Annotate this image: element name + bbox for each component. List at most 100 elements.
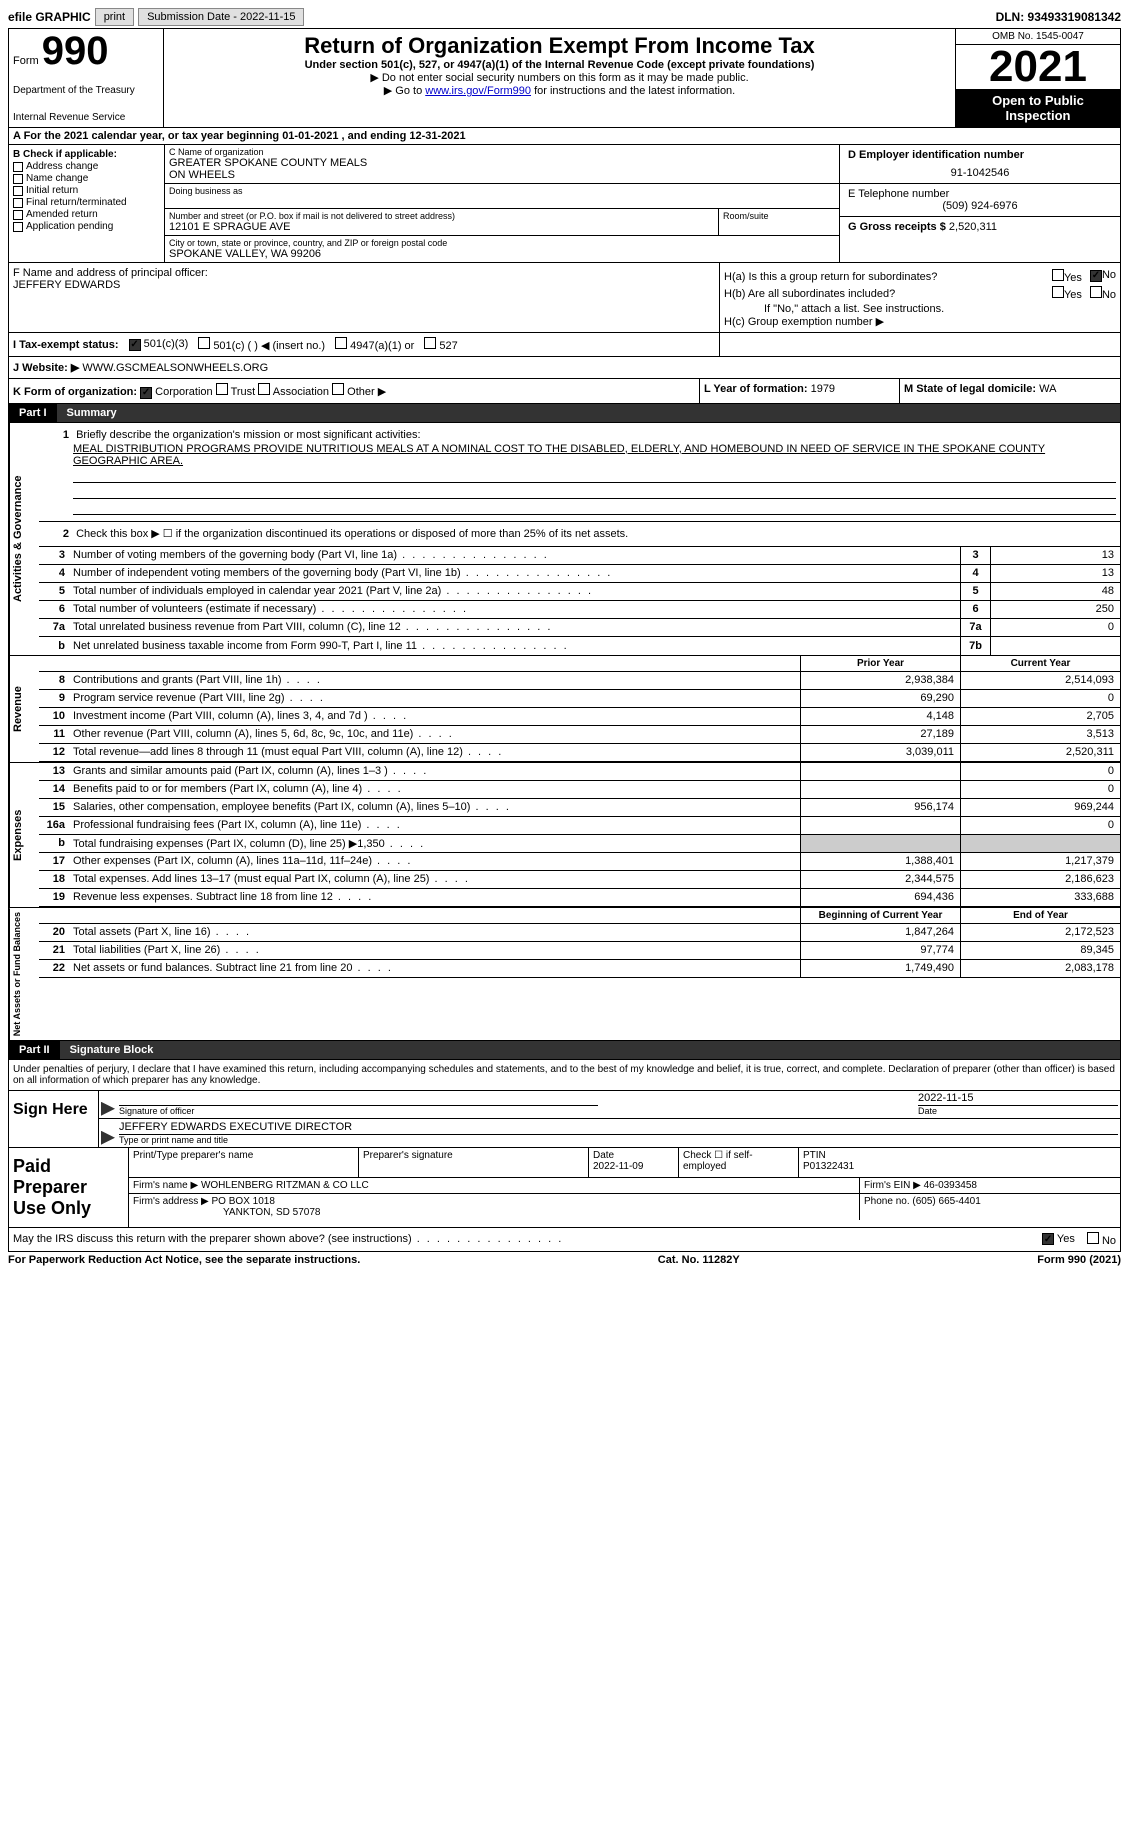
summary-row: 8 Contributions and grants (Part VIII, l… <box>39 672 1120 690</box>
phone-value: (509) 924-6976 <box>848 200 1112 212</box>
checkbox-501c3[interactable]: ✓ <box>129 339 141 351</box>
row-current: 0 <box>960 763 1120 780</box>
ein-label: D Employer identification number <box>848 149 1112 161</box>
checkbox-other[interactable] <box>332 383 344 395</box>
row-box: 7a <box>960 619 990 636</box>
checkbox-ha-no[interactable]: ✓ <box>1090 270 1102 282</box>
hdr-current-year: Current Year <box>960 656 1120 671</box>
firm-addr-label: Firm's address ▶ <box>133 1196 209 1207</box>
city-label: City or town, state or province, country… <box>169 238 835 248</box>
summary-expenses: Expenses 13 Grants and similar amounts p… <box>8 763 1121 908</box>
m-value: WA <box>1039 383 1056 395</box>
row-value: 48 <box>990 583 1120 600</box>
checkbox-trust[interactable] <box>216 383 228 395</box>
summary-row: 5 Total number of individuals employed i… <box>39 583 1120 601</box>
label-name-change: Name change <box>26 173 88 184</box>
row-desc: Total expenses. Add lines 13–17 (must eq… <box>69 871 800 888</box>
row-current: 0 <box>960 817 1120 834</box>
checkbox-app-pending[interactable] <box>13 222 23 232</box>
checkbox-may-no[interactable] <box>1087 1232 1099 1244</box>
checkbox-may-yes[interactable]: ✓ <box>1042 1233 1054 1245</box>
part2-header: Part II Signature Block <box>8 1041 1121 1060</box>
row-num: 19 <box>39 889 69 906</box>
tax-year: 2021 <box>956 45 1120 89</box>
org-name-2: ON WHEELS <box>169 169 835 181</box>
hb-no: No <box>1102 289 1116 301</box>
row-desc: Other expenses (Part IX, column (A), lin… <box>69 853 800 870</box>
checkbox-address-change[interactable] <box>13 162 23 172</box>
row-box: 7b <box>960 637 990 655</box>
row-desc: Total number of volunteers (estimate if … <box>69 601 960 617</box>
row-current: 2,186,623 <box>960 871 1120 888</box>
summary-net-assets: Net Assets or Fund Balances Beginning of… <box>8 908 1121 1041</box>
summary-revenue: Revenue Prior Year Current Year 8 Contri… <box>8 656 1121 763</box>
checkbox-501c[interactable] <box>198 337 210 349</box>
arrow-icon <box>101 1102 115 1116</box>
summary-row: 18 Total expenses. Add lines 13–17 (must… <box>39 871 1120 889</box>
row-desc: Investment income (Part VIII, column (A)… <box>69 708 800 725</box>
row-prior: 2,344,575 <box>800 871 960 888</box>
checkbox-corp[interactable]: ✓ <box>140 387 152 399</box>
irs-link[interactable]: www.irs.gov/Form990 <box>425 85 531 97</box>
label-4947: 4947(a)(1) or <box>350 340 414 352</box>
checkbox-amended[interactable] <box>13 210 23 220</box>
city-value: SPOKANE VALLEY, WA 99206 <box>169 248 835 260</box>
street-label: Number and street (or P.O. box if mail i… <box>169 211 714 221</box>
part1-num: Part I <box>9 404 57 422</box>
row-current: 2,514,093 <box>960 672 1120 689</box>
row-current <box>960 835 1120 852</box>
print-button[interactable]: print <box>95 8 134 26</box>
sig-date: 2022-11-15 <box>918 1092 1118 1106</box>
summary-row: 16a Professional fundraising fees (Part … <box>39 817 1120 835</box>
row-num: 10 <box>39 708 69 725</box>
checkbox-name-change[interactable] <box>13 174 23 184</box>
checkbox-ha-yes[interactable] <box>1052 269 1064 281</box>
prep-check-label: Check ☐ if self-employed <box>683 1150 794 1172</box>
row-desc: Program service revenue (Part VIII, line… <box>69 690 800 707</box>
hc-label: H(c) Group exemption number ▶ <box>724 315 1116 328</box>
checkbox-527[interactable] <box>424 337 436 349</box>
row-prior <box>800 781 960 798</box>
row-num: 9 <box>39 690 69 707</box>
arrow-icon <box>101 1131 115 1145</box>
note2-pre: ▶ Go to <box>384 85 425 97</box>
row-desc: Total revenue—add lines 8 through 11 (mu… <box>69 744 800 761</box>
form-word: Form <box>13 55 39 67</box>
firm-phone: (605) 665-4401 <box>912 1196 980 1207</box>
org-name-label: C Name of organization <box>169 147 835 157</box>
footer-right: Form 990 (2021) <box>1037 1254 1121 1266</box>
ptin-value: P01322431 <box>803 1161 1116 1172</box>
checkbox-assoc[interactable] <box>258 383 270 395</box>
firm-phone-label: Phone no. <box>864 1196 910 1207</box>
row-prior <box>800 817 960 834</box>
label-501c3: 501(c)(3) <box>144 338 189 350</box>
row-desc: Net assets or fund balances. Subtract li… <box>69 960 800 977</box>
summary-row: 4 Number of independent voting members o… <box>39 565 1120 583</box>
row-i-tax-status: I Tax-exempt status: ✓ 501(c)(3) 501(c) … <box>8 333 1121 357</box>
summary-row: b Total fundraising expenses (Part IX, c… <box>39 835 1120 853</box>
summary-row: 21 Total liabilities (Part X, line 26) 9… <box>39 942 1120 960</box>
row-value <box>990 637 1120 655</box>
column-h-group: H(a) Is this a group return for subordin… <box>720 263 1120 332</box>
summary-activities: Activities & Governance 1 Briefly descri… <box>8 423 1121 656</box>
submission-date-button[interactable]: Submission Date - 2022-11-15 <box>138 8 304 26</box>
checkbox-hb-no[interactable] <box>1090 286 1102 298</box>
summary-row: b Net unrelated business taxable income … <box>39 637 1120 655</box>
ha-label: H(a) Is this a group return for subordin… <box>724 271 1052 283</box>
k-label: K Form of organization: <box>13 386 137 398</box>
checkbox-hb-yes[interactable] <box>1052 286 1064 298</box>
checkbox-4947[interactable] <box>335 337 347 349</box>
row-value: 13 <box>990 565 1120 582</box>
may-yes: Yes <box>1057 1233 1075 1245</box>
phone-label: E Telephone number <box>848 188 1112 200</box>
checkbox-initial-return[interactable] <box>13 186 23 196</box>
label-501c: 501(c) ( ) ◀ (insert no.) <box>213 340 325 352</box>
prep-date-label: Date <box>593 1150 674 1161</box>
checkbox-final-return[interactable] <box>13 198 23 208</box>
row-num: 8 <box>39 672 69 689</box>
label-amended: Amended return <box>26 209 98 220</box>
row-prior: 694,436 <box>800 889 960 906</box>
paid-preparer-block: Paid Preparer Use Only Print/Type prepar… <box>8 1148 1121 1228</box>
row-desc: Net unrelated business taxable income fr… <box>69 638 960 654</box>
row-value: 13 <box>990 547 1120 564</box>
